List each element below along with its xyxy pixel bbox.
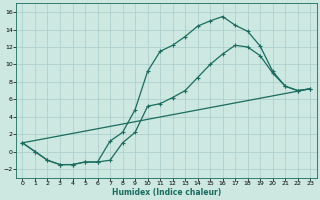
X-axis label: Humidex (Indice chaleur): Humidex (Indice chaleur): [112, 188, 221, 197]
